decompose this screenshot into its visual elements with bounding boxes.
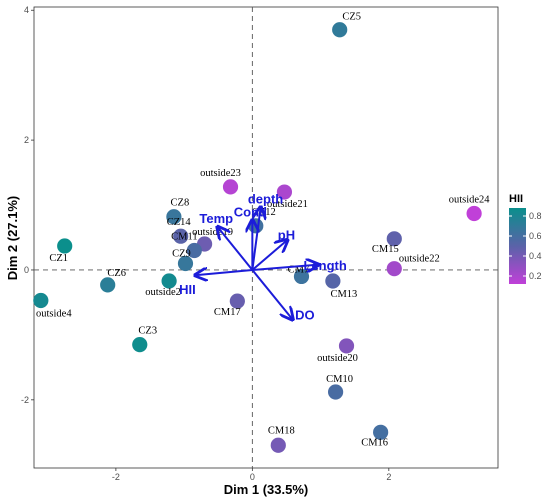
point-cm13 [325, 273, 341, 289]
point-cm15 [386, 231, 402, 247]
point-cm11 [186, 242, 202, 259]
arrow-temp [218, 228, 254, 271]
point-label: CZ9 [172, 248, 191, 259]
point-labels-layer: CZ5 CZ1 outside4 CZ6 CZ3 CZ8 CZ14outside19CM11… [36, 12, 490, 449]
points-layer [33, 22, 482, 453]
variable-label: Length [304, 258, 347, 273]
point-cm10 [328, 384, 344, 400]
point-label: outside2 [145, 287, 181, 298]
point-label: outside22 [399, 254, 440, 265]
variable-label: Temp [199, 211, 233, 226]
x-tick-label: 0 [250, 472, 255, 482]
point-cm18 [270, 437, 286, 453]
point-cz14 [173, 228, 189, 244]
point-outside24 [466, 205, 482, 222]
arrow-hii [196, 270, 253, 275]
point-label: CM15 [372, 244, 399, 255]
point-label: CM7 [288, 264, 310, 275]
y-axis-ticks: -2 0 2 4 [21, 5, 34, 405]
arrow-do [251, 269, 292, 319]
point-cm16 [373, 424, 389, 440]
point-label: CM10 [326, 374, 353, 385]
point-cm17 [229, 293, 245, 309]
point-label: CM18 [268, 425, 295, 436]
variable-label: depth [248, 191, 283, 206]
point-label: CM17 [214, 307, 241, 318]
point-outside23 [222, 179, 239, 195]
arrow-length [252, 265, 317, 270]
point-label: outside24 [449, 194, 491, 205]
point-cz8 [166, 209, 182, 225]
legend-ticks: 0.2 0.4 0.6 0.8 [509, 211, 542, 281]
point-cz1 [57, 238, 73, 254]
variable-arrows-layer [196, 208, 317, 318]
arrow-ph [251, 241, 286, 271]
point-label: outside21 [267, 199, 308, 210]
y-axis-title: Dim 2 (27.1%) [5, 196, 20, 281]
point-label: CM16 [361, 437, 388, 448]
point-label: CZ3 [138, 326, 157, 337]
variable-label: pH [278, 228, 295, 243]
point-label: CM11 [171, 231, 197, 242]
variable-label: Cond [234, 204, 267, 219]
color-legend: HII 0.2 0.4 0.6 0.8 [509, 193, 542, 284]
point-cm7 [293, 268, 310, 285]
point-cz5 [332, 22, 348, 38]
point-label: outside20 [317, 353, 358, 364]
legend-colorbar [509, 208, 526, 284]
point-label: outside19 [192, 227, 233, 238]
point-label: CM13 [330, 289, 357, 300]
legend-tick-label: 0.8 [529, 211, 542, 221]
y-tick-label: 4 [24, 5, 29, 15]
point-label: CZ6 [107, 268, 126, 279]
legend-tick-label: 0.4 [529, 251, 542, 261]
plot-panel [33, 6, 499, 469]
legend-tick-label: 0.6 [529, 231, 542, 241]
y-tick-label: 0 [24, 265, 29, 275]
legend-title: HII [509, 193, 523, 205]
x-tick-label: 2 [386, 472, 391, 482]
point-label: outside23 [200, 168, 241, 179]
point-cz3 [132, 337, 148, 353]
point-cz12 [248, 218, 264, 234]
x-axis-ticks: -2 0 2 [112, 468, 391, 482]
point-label: CZ5 [342, 12, 361, 23]
legend-tick-label: 0.2 [529, 271, 542, 281]
point-label: CZ8 [171, 198, 190, 209]
point-label: outside4 [36, 308, 72, 319]
variable-label: HII [179, 282, 196, 297]
x-axis-title: Dim 1 (33.5%) [224, 482, 309, 497]
point-outside21 [276, 184, 293, 200]
point-outside2 [161, 273, 177, 289]
point-cz9 [177, 255, 194, 272]
point-label: CZ1 [49, 253, 68, 264]
point-outside20 [338, 338, 355, 354]
y-tick-label: -2 [21, 395, 29, 405]
point-outside4 [33, 292, 49, 309]
x-tick-label: -2 [112, 472, 120, 482]
point-cz6 [100, 277, 116, 293]
variable-label: DO [295, 308, 315, 323]
point-label: CZ14 [167, 217, 192, 228]
point-outside22 [386, 261, 402, 277]
y-tick-label: 2 [24, 135, 29, 145]
